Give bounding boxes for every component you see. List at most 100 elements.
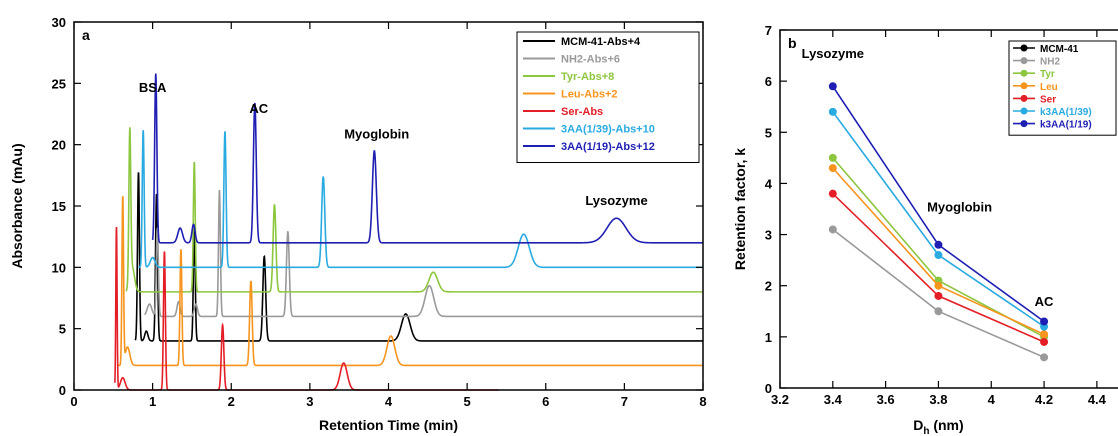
panel-a-annotations: BSA AC Myoglobin Lysozyme — [139, 80, 648, 208]
legend-entry-ser: Ser — [1040, 94, 1056, 105]
data-point-ser — [828, 189, 837, 198]
y-tick-label: 5 — [59, 322, 66, 337]
legend-marker-mcm-41 — [1020, 44, 1028, 52]
x-tick-label: 7 — [621, 394, 628, 409]
y-tick-label: 15 — [52, 199, 66, 214]
legend-marker-ser — [1020, 94, 1028, 102]
y-tick-label: 1 — [765, 330, 772, 345]
trace-mcm-41-abs-4 — [134, 172, 703, 342]
panel-a-x-axis-label: Retention Time (min) — [319, 417, 458, 433]
point-label-lysozyme: Lysozyme — [802, 46, 864, 61]
point-label-ac: AC — [1035, 294, 1054, 309]
y-tick-label: 7 — [765, 23, 772, 38]
legend-marker-tyr — [1020, 69, 1028, 77]
panel-b-annotations: Lysozyme Myoglobin AC — [802, 46, 1054, 309]
panel-b-plot-frame — [779, 29, 1118, 389]
data-point-k3aa-1-39 — [934, 251, 943, 260]
legend-box — [516, 31, 700, 163]
data-point-k3aa-1-19 — [934, 240, 943, 249]
trace-leu-abs-2 — [117, 196, 703, 367]
legend-entry-mcm-41-abs-4: MCM-41-Abs+4 — [561, 36, 641, 48]
x-label-subscript: h — [923, 426, 929, 436]
x-tick-label: 8 — [699, 394, 706, 409]
y-tick-label: 20 — [52, 138, 66, 153]
point-label-myoglobin: Myoglobin — [927, 200, 992, 215]
x-tick-label: 3.4 — [824, 392, 843, 407]
legend-entry-tyr: Tyr — [1040, 69, 1055, 80]
data-point-k3aa-1-19 — [828, 82, 837, 91]
data-point-leu — [934, 281, 943, 290]
x-tick-label: 4 — [385, 394, 393, 409]
legend-entry-nh2: NH2 — [1040, 57, 1060, 68]
y-tick-label: 10 — [52, 260, 66, 275]
x-tick-label: 1 — [149, 394, 156, 409]
y-tick-label: 6 — [765, 74, 772, 89]
y-tick-label: 0 — [765, 381, 772, 396]
trace-tyr-abs-8 — [125, 127, 703, 293]
trace-nh2-abs-6 — [144, 190, 703, 318]
data-point-nh2 — [1040, 353, 1049, 362]
y-tick-label: 5 — [765, 125, 772, 140]
x-tick-label: 3.2 — [771, 392, 789, 407]
data-point-tyr — [828, 153, 837, 162]
legend-entry-leu: Leu — [1040, 82, 1058, 93]
trace-3aa-1-39-abs-10 — [138, 130, 703, 269]
panel-a-legend: MCM-41-Abs+4 NH2-Abs+6 Tyr-Abs+8 Leu-Abs+2 S… — [516, 31, 700, 163]
y-tick-label: 0 — [59, 383, 66, 398]
legend-marker-nh2 — [1020, 57, 1028, 65]
legend-entry-k3aa-1-39: k3AA(1/39) — [1040, 107, 1092, 118]
x-label-unit: (nm) — [929, 417, 963, 433]
peak-label-bsa: BSA — [139, 80, 167, 95]
panel-b-label: b — [788, 35, 797, 51]
x-tick-label: 4.4 — [1088, 392, 1107, 407]
panel-b-x-axis-label: Dh (nm) — [913, 417, 963, 436]
x-tick-label: 4 — [988, 392, 996, 407]
x-tick-label: 2 — [228, 394, 235, 409]
legend-box — [1008, 40, 1117, 136]
data-point-k3aa-1-39 — [828, 107, 837, 116]
x-tick-label: 5 — [464, 394, 471, 409]
retention-factor-series — [828, 82, 1049, 362]
x-tick-label: 0 — [70, 394, 77, 409]
panel-a-y-axis-label: Absorbance (mAu) — [9, 143, 25, 268]
legend-marker-k3aa-1-19 — [1020, 120, 1028, 128]
x-tick-label: 3.8 — [929, 392, 947, 407]
trace-3aa-1-19-abs-12 — [151, 73, 703, 244]
panel-b-ticks: 3.2 3.4 3.6 3.8 4 4.2 4.4 0 1 2 3 4 5 6 7 — [765, 23, 1107, 407]
x-tick-label: 3.6 — [877, 392, 895, 407]
legend-entry-leu-abs-2: Leu-Abs+2 — [561, 89, 618, 101]
data-point-leu — [828, 164, 837, 173]
y-tick-label: 4 — [765, 176, 773, 191]
x-label-symbol: D — [913, 417, 923, 433]
y-tick-label: 2 — [765, 279, 772, 294]
peak-label-lysozyme: Lysozyme — [585, 193, 647, 208]
data-point-ser — [1040, 337, 1049, 346]
legend-entry-k3aa-1-19: k3AA(1/19) — [1040, 120, 1092, 131]
peak-label-myoglobin: Myoglobin — [344, 127, 409, 142]
legend-entry-3aa-1-19-abs-12: 3AA(1/19)-Abs+12 — [561, 141, 655, 153]
panel-a-chromatogram: 0 1 2 3 4 5 6 7 8 0 5 10 15 20 25 30 BSA AC Myoglobin Lyso… — [9, 15, 707, 433]
data-point-nh2 — [828, 225, 837, 234]
legend-marker-leu — [1020, 82, 1028, 90]
legend-entry-ser-abs: Ser-Abs — [561, 106, 603, 118]
peak-label-ac: AC — [249, 101, 268, 116]
legend-entry-3aa-1-39-abs-10: 3AA(1/39)-Abs+10 — [561, 124, 655, 136]
y-tick-label: 3 — [765, 228, 772, 243]
panel-b-retention-factor: 3.2 3.4 3.6 3.8 4 4.2 4.4 0 1 2 3 4 5 6 7 Lysozyme Myog… — [732, 23, 1118, 436]
data-point-nh2 — [934, 307, 943, 316]
panel-b-y-axis-label: Retention factor, k — [732, 148, 748, 270]
y-tick-label: 25 — [52, 76, 66, 91]
x-tick-label: 3 — [306, 394, 313, 409]
x-tick-label: 6 — [542, 394, 549, 409]
data-point-leu — [1040, 330, 1049, 339]
x-tick-label: 4.2 — [1035, 392, 1053, 407]
legend-marker-k3aa-1-39 — [1020, 107, 1028, 115]
data-point-k3aa-1-19 — [1040, 317, 1049, 326]
legend-entry-mcm-41: MCM-41 — [1040, 44, 1079, 55]
data-point-ser — [934, 291, 943, 300]
legend-entry-tyr-abs-8: Tyr-Abs+8 — [561, 71, 614, 83]
y-tick-label: 30 — [52, 15, 66, 30]
panel-a-label: a — [82, 27, 90, 43]
